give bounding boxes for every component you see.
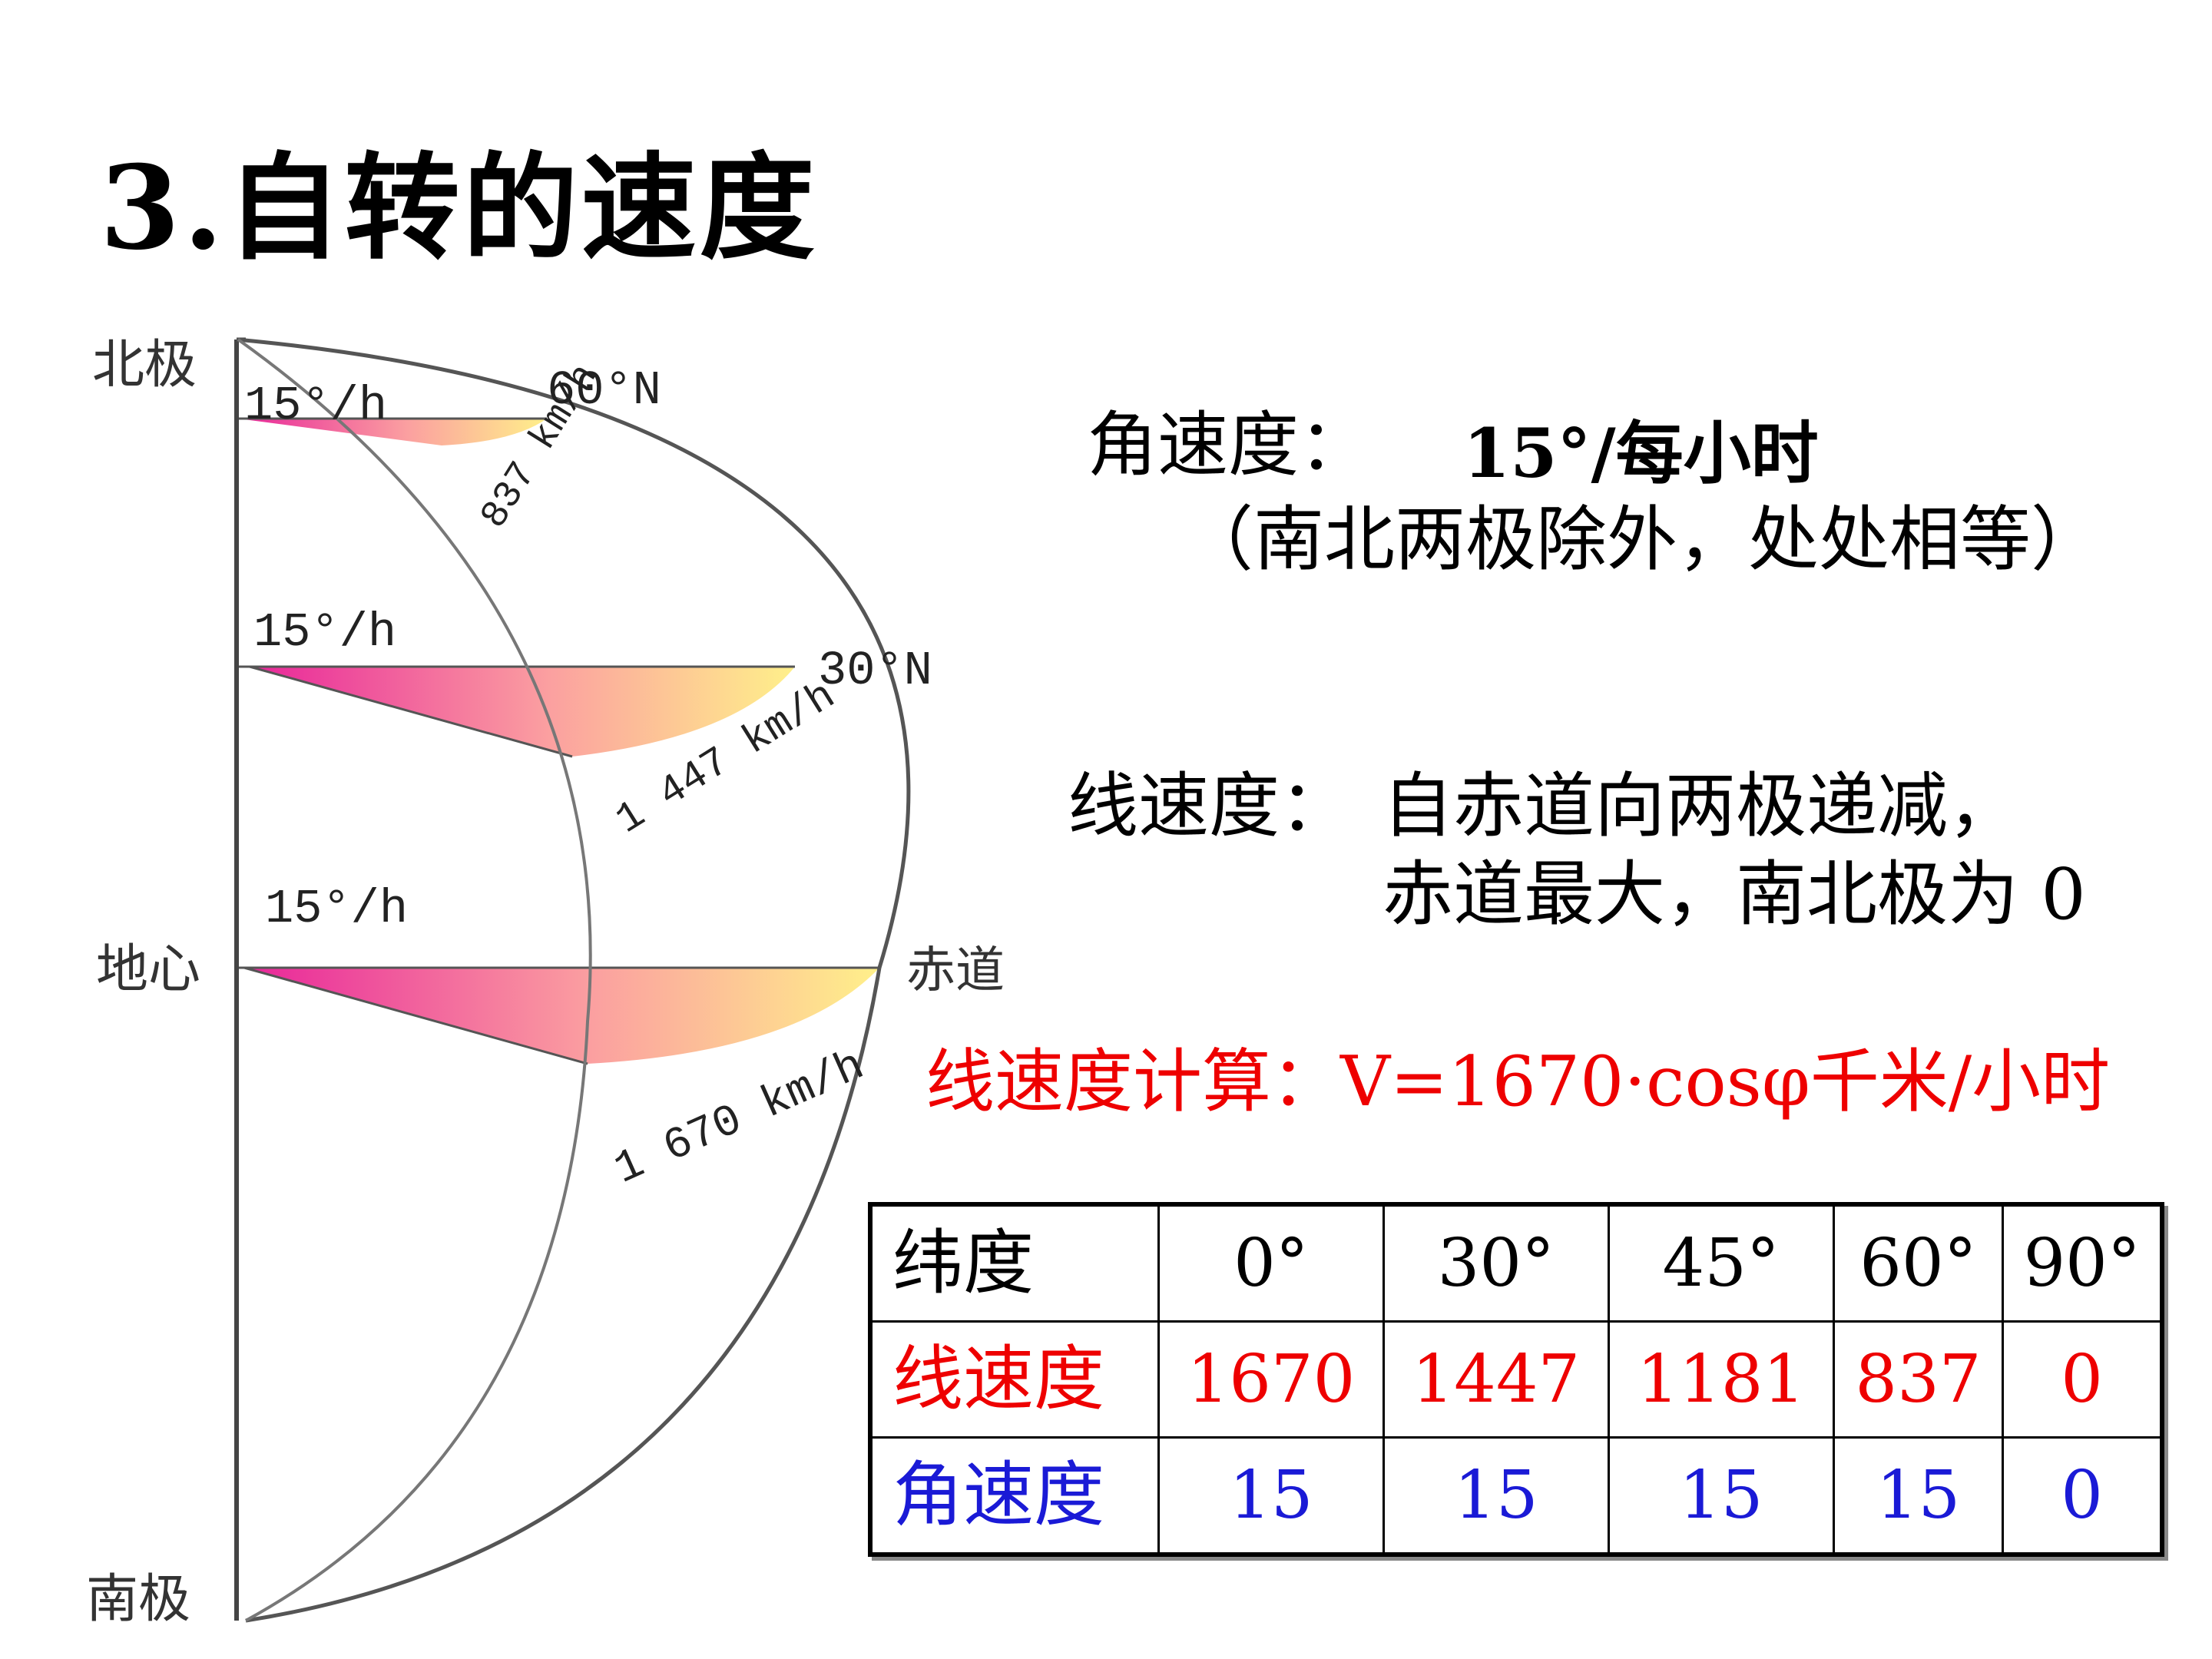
table-cell: 1670 [1157,1320,1385,1439]
linear-speed-line2: 赤道最大，南北极为 0 [1382,853,2086,935]
inner-meridian [237,338,592,1622]
table-cell: 30° [1382,1203,1610,1323]
table-row-latitude: 纬度 0° 30° 45° 60° 90° [869,1203,2164,1323]
table-cell: 15 [1157,1436,1385,1556]
center-label: 地心 [96,939,200,1000]
table-cell: 角速度 [869,1436,1160,1556]
table-cell: 0° [1157,1203,1385,1323]
table-cell: 15 [1607,1436,1835,1556]
equator-label: 赤道 [906,942,1005,999]
table-cell: 纬度 [869,1203,1160,1323]
wedge-60n [238,419,547,445]
table-cell: 15 [1382,1436,1610,1556]
angular-speed-value: 15°/每小时 [1463,413,1819,493]
table-cell: 1447 [1382,1320,1610,1439]
table-cell: 90° [2002,1203,2164,1323]
table-cell: 1181 [1607,1320,1835,1439]
linear-speed-label: 线速度： [1068,765,1351,847]
table-cell: 60° [1832,1203,2005,1323]
speed-label-0: 1 670 km/h [608,1041,872,1195]
outer-meridian [236,337,911,1623]
angular-label-60: 15°/h [244,379,387,433]
speed-table: 纬度 0° 30° 45° 60° 90° 线速度 1670 1447 1181… [868,1202,2164,1557]
table-cell: 15 [1832,1436,2005,1556]
wedge-30n [250,667,795,757]
angular-speed-label: 角速度： [1087,404,1370,486]
table-cell: 0 [2002,1320,2164,1439]
speed-label-60: 837 km/h [472,357,608,537]
table-row-angular-speed: 角速度 15 15 15 15 0 [869,1436,2164,1556]
table-cell: 45° [1607,1203,1835,1323]
wedge-equator [244,968,879,1064]
lat-60n-label: 60°N [547,363,661,418]
north-pole-label: 北极 [92,335,197,396]
lat-30n-label: 30°N [818,644,932,698]
south-pole-label: 南极 [86,1569,190,1630]
linear-speed-formula: 线速度计算：V=1670·cosφ千米/小时 [926,1041,2111,1122]
angular-label-0: 15°/h [265,882,408,936]
table-cell: 0 [2002,1436,2164,1556]
table-row-linear-speed: 线速度 1670 1447 1181 837 0 [869,1320,2164,1439]
angular-speed-note: （南北两极除外，处处相等） [1183,498,2102,581]
linear-speed-line1: 自赤道向两极递减， [1382,765,2019,847]
table-cell: 线速度 [869,1320,1160,1439]
page-title: 3.自转的速度 [100,141,818,276]
angular-label-30: 15°/h [253,605,396,660]
table-cell: 837 [1832,1320,2005,1439]
